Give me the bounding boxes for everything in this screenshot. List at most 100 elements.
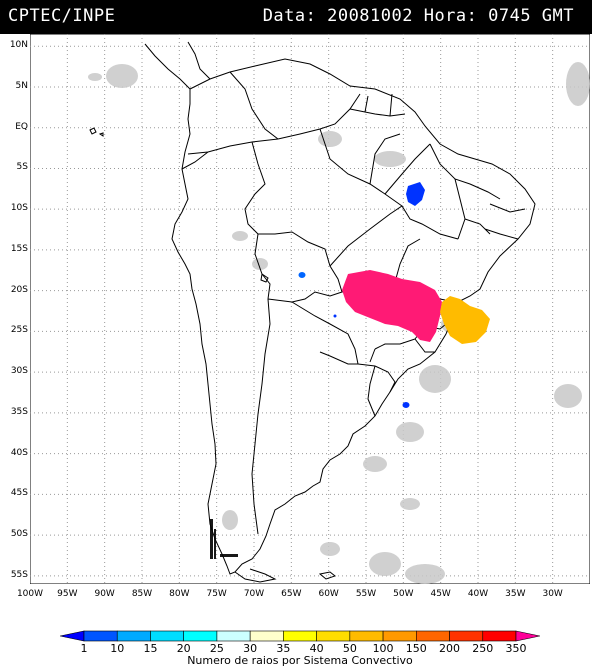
- central-america: [144, 41, 211, 90]
- border-bolivia-paraguay: [291, 291, 343, 303]
- longitude-label: 80W: [169, 589, 190, 599]
- legend-color-swatch: [83, 630, 118, 642]
- legend-value: 10: [110, 642, 125, 655]
- flash-count-legend: 1 10 15 20 25 30 35 40 50 100 150 200 250 350 Numero …: [59, 628, 541, 668]
- border-colombia-venezuela: [229, 71, 279, 140]
- longitude-label: 85W: [131, 589, 153, 599]
- legend-value: 35: [276, 642, 291, 655]
- chile-fjords: [210, 519, 213, 559]
- legend-color-swatch: [515, 630, 541, 642]
- cloud-patch: [222, 510, 238, 530]
- border-ecuador-peru: [181, 151, 209, 170]
- cloud-patch: [369, 552, 401, 576]
- legend-value: 50: [342, 642, 357, 655]
- map-canvas: [30, 34, 590, 584]
- chile-coast-fjords: [210, 519, 238, 559]
- graticule-grid: [30, 34, 590, 584]
- legend-color-swatch: [382, 630, 417, 642]
- cloud-patches: [88, 62, 590, 584]
- legend-color-swatch: [249, 630, 284, 642]
- border-argentina-brazil: [357, 363, 396, 393]
- legend-value: 350: [505, 642, 527, 655]
- legend-value: 150: [405, 642, 427, 655]
- border-paraguay: [291, 301, 359, 365]
- latitude-label: 10N: [9, 40, 28, 51]
- cloud-patch: [566, 62, 590, 106]
- chile-fjords: [214, 529, 216, 559]
- map-header: CPTEC/INPE Data: 20081002 Hora: 0745 GMT: [0, 0, 592, 34]
- longitude-label: 30W: [542, 589, 563, 599]
- legend-value: 40: [309, 642, 324, 655]
- cloud-patch: [88, 73, 102, 81]
- legend-value: 30: [243, 642, 258, 655]
- longitude-label: 45W: [430, 589, 451, 599]
- border-guianas: [349, 93, 406, 117]
- latitude-label: EQ: [15, 121, 28, 132]
- flash-cluster-blue-bolivia: [298, 272, 306, 278]
- longitude-label: 40W: [467, 589, 489, 599]
- legend-value: 250: [472, 642, 494, 655]
- legend-value: 1: [80, 642, 88, 655]
- border-uruguay: [367, 365, 376, 417]
- latitude-label: 55S: [10, 569, 28, 580]
- map-background: [30, 34, 590, 584]
- coastline-and-borders: [89, 41, 536, 583]
- border-bolivia-argentina: [267, 298, 293, 303]
- cloud-patch: [374, 151, 406, 167]
- legend-title: Numero de raios por Sistema Convectivo: [187, 654, 413, 667]
- latitude-label: 15S: [10, 243, 28, 254]
- brazil-states-north: [319, 128, 526, 267]
- legend-color-swatch: [349, 630, 384, 642]
- longitude-label: 55W: [355, 589, 377, 599]
- border-colombia-peru: [187, 138, 279, 155]
- cloud-patch: [396, 422, 424, 442]
- legend-color-swatch: [449, 630, 484, 642]
- lake-titicaca: [260, 273, 269, 283]
- longitude-label: 100W: [16, 589, 44, 599]
- galapagos: [89, 127, 104, 137]
- cloud-patch: [320, 542, 340, 556]
- cloud-patch: [405, 564, 445, 584]
- flash-cluster-orange: [440, 296, 490, 344]
- latitude-label: 50S: [10, 529, 28, 540]
- border-venezuela-brazil: [277, 93, 361, 140]
- legend-value: 200: [439, 642, 461, 655]
- legend-color-swatch: [183, 630, 218, 642]
- legend-value: 15: [143, 642, 158, 655]
- longitude-label: 70W: [243, 589, 265, 599]
- legend-value: 25: [209, 642, 224, 655]
- legend-value: 100: [372, 642, 394, 655]
- cloud-patch: [419, 365, 451, 393]
- tierra-del-fuego: [234, 568, 277, 583]
- legend-color-swatch: [116, 630, 151, 642]
- border-peru-brazil: [244, 141, 266, 235]
- latitude-label: 20S: [10, 284, 28, 295]
- latitude-label: 35S: [10, 406, 28, 417]
- latitude-label: 45S: [10, 488, 28, 499]
- longitude-label: 35W: [505, 589, 526, 599]
- legend-color-swatch: [150, 630, 184, 642]
- south-america-coastline: [171, 58, 536, 575]
- longitude-label: 75W: [206, 589, 227, 599]
- latitude-label: 40S: [10, 447, 28, 458]
- longitude-label: 65W: [281, 589, 302, 599]
- legend-color-swatch: [482, 630, 517, 642]
- longitude-label: 90W: [94, 589, 115, 599]
- flash-cluster-pink: [342, 270, 442, 342]
- cloud-patch: [318, 131, 342, 147]
- legend-value: 20: [176, 642, 191, 655]
- latitude-label: 5S: [16, 162, 28, 173]
- lightning-clusters: [298, 182, 490, 408]
- datetime-label: Data: 20081002 Hora: 0745 GMT: [262, 6, 574, 26]
- cloud-patch: [400, 498, 420, 510]
- chile-fjords: [220, 554, 238, 557]
- source-label: CPTEC/INPE: [8, 6, 116, 26]
- latitude-label: 25S: [10, 325, 28, 336]
- cloud-patch: [106, 64, 138, 88]
- latitude-label: 5N: [15, 80, 28, 91]
- longitude-label: 50W: [393, 589, 414, 599]
- cloud-patch: [363, 456, 387, 472]
- border-chile-argentina: [251, 298, 271, 535]
- legend-colorbar: [59, 630, 541, 642]
- cloud-patch: [554, 384, 582, 408]
